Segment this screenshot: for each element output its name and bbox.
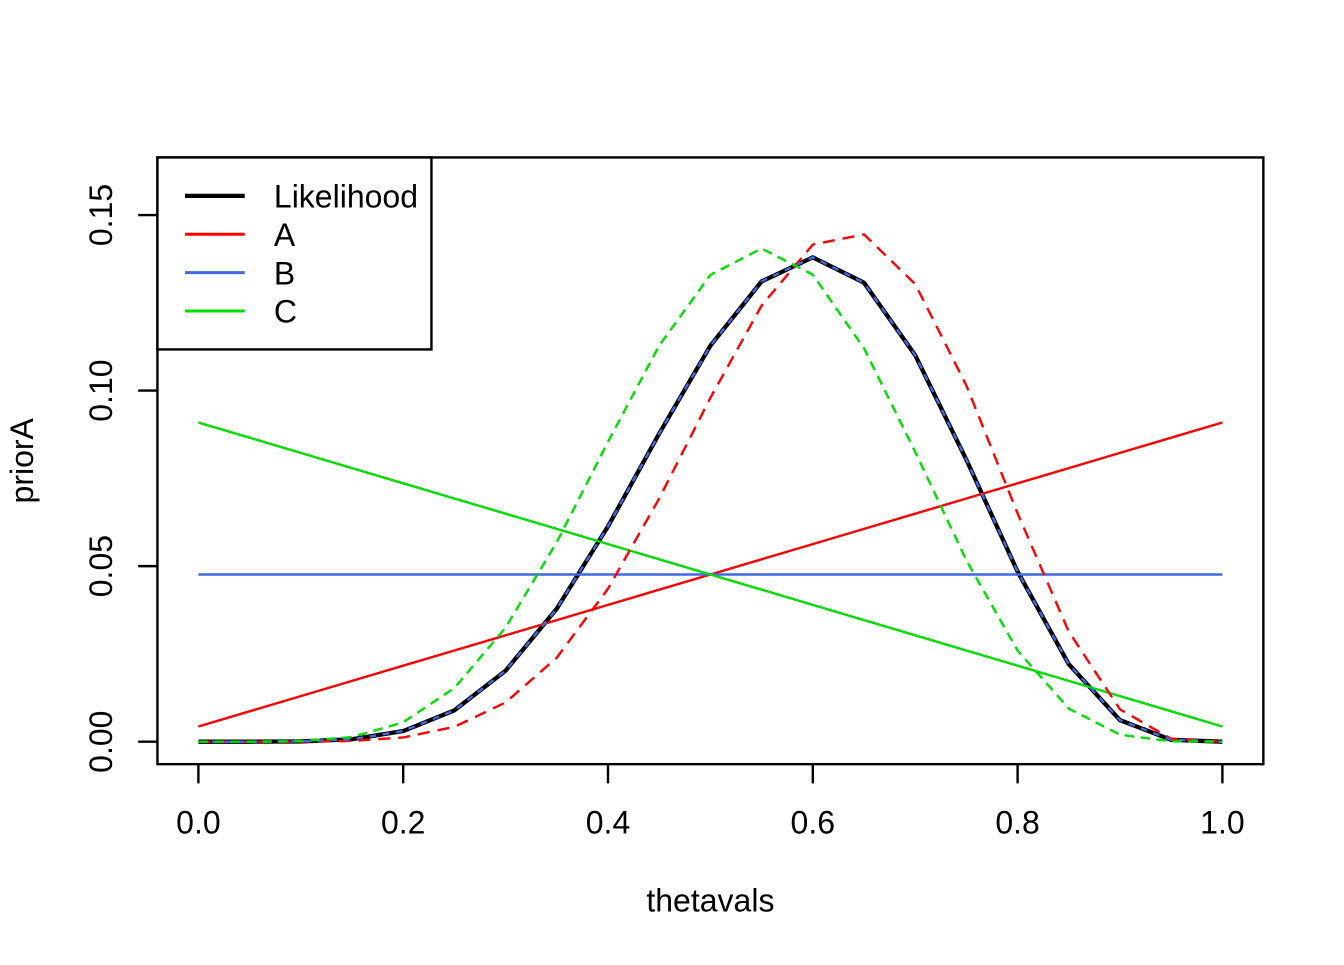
svg-text:thetavals: thetavals	[646, 882, 774, 918]
svg-text:0.4: 0.4	[586, 805, 630, 841]
svg-text:0.00: 0.00	[83, 711, 119, 773]
svg-text:0.15: 0.15	[83, 184, 119, 246]
svg-text:priorA: priorA	[4, 417, 40, 503]
svg-text:C: C	[274, 294, 297, 330]
svg-text:0.05: 0.05	[83, 535, 119, 597]
svg-text:Likelihood: Likelihood	[274, 179, 418, 215]
svg-text:B: B	[274, 255, 295, 291]
svg-text:A: A	[274, 217, 296, 253]
svg-text:0.0: 0.0	[176, 805, 220, 841]
svg-text:0.10: 0.10	[83, 359, 119, 421]
svg-text:0.2: 0.2	[381, 805, 425, 841]
svg-text:0.8: 0.8	[995, 805, 1039, 841]
svg-text:1.0: 1.0	[1200, 805, 1244, 841]
svg-text:0.6: 0.6	[791, 805, 835, 841]
